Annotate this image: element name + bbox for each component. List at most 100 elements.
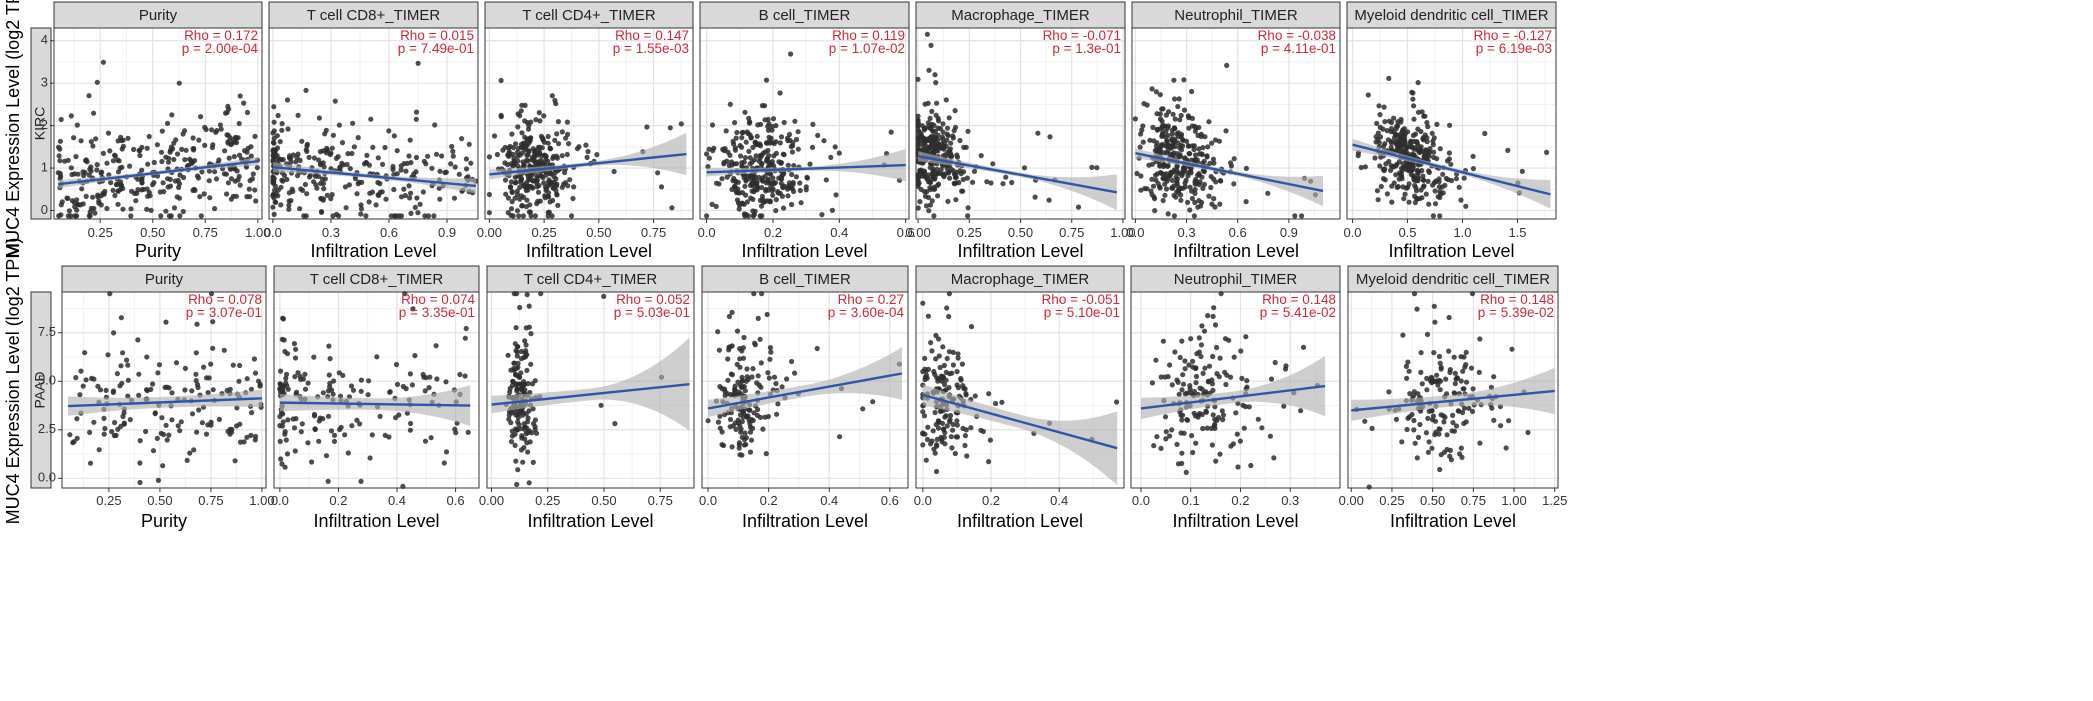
rho-value: Rho = 0.27 [838,292,904,307]
data-point [519,203,525,209]
data-point [1202,365,1208,371]
data-point [1191,143,1197,149]
data-point [228,176,235,182]
data-point [1399,439,1405,445]
data-point [317,415,323,421]
data-point [1171,213,1177,219]
data-point [346,182,352,188]
data-point [150,448,157,454]
data-point [939,420,946,426]
y-tick-label: 4 [41,32,48,47]
data-point [1401,196,1407,202]
data-point [524,152,530,158]
data-point [216,416,222,422]
data-point [957,137,963,144]
data-point [1411,389,1417,395]
data-point [335,154,341,160]
data-point [1415,434,1422,440]
p-value: p = 1.07e-02 [829,41,905,56]
panel-border [53,27,263,220]
data-point [932,371,938,377]
data-point [283,375,289,381]
data-point [542,153,548,159]
data-point [1233,410,1239,416]
data-point [1159,133,1165,139]
data-point [293,416,299,422]
data-point [1189,157,1195,163]
data-point [1214,371,1220,377]
data-point [1476,369,1482,375]
data-point [935,141,942,148]
data-point [369,432,375,438]
data-point [1149,380,1155,386]
data-point [159,158,165,165]
data-point [1421,183,1427,189]
data-point [744,199,751,205]
data-point [465,429,471,435]
data-point [934,436,940,442]
data-point [1437,189,1443,195]
data-point [1411,177,1417,183]
data-point [760,426,766,432]
y-tick-label: 0 [41,202,48,217]
data-point [159,128,165,134]
data-point [1154,126,1160,132]
data-point [1244,378,1250,384]
data-point [777,90,783,96]
data-point [954,434,961,440]
data-point [1144,186,1150,192]
data-point [1194,351,1200,357]
data-point [115,188,121,194]
data-point [762,149,768,155]
data-point [95,194,101,200]
data-point [920,300,926,306]
data-point [773,197,779,203]
data-point [101,431,107,437]
data-point [729,444,735,450]
data-point [115,201,121,207]
data-point [104,160,110,166]
data-point [527,136,533,143]
data-point [1134,170,1140,177]
data-point [422,438,429,444]
data-point [968,425,974,431]
data-point [410,306,416,312]
data-point [1140,123,1146,129]
data-point [924,31,931,37]
data-point [203,126,209,133]
data-point [167,149,173,155]
data-point [278,202,284,208]
data-point [139,176,145,182]
data-point [952,124,959,130]
data-point [235,135,241,141]
data-point [1208,173,1214,180]
data-point [377,413,383,419]
data-point [528,361,534,367]
data-point [194,382,201,388]
data-point [706,155,713,161]
data-point [280,178,286,184]
data-point [225,180,231,186]
data-point [187,450,193,456]
x-tick-label: 0.2 [329,493,347,508]
data-point [735,417,741,423]
rho-value: Rho = 0.172 [184,28,258,43]
data-point [515,158,521,164]
data-point [1153,89,1159,95]
data-point [407,195,413,201]
x-tick-label: 0.75 [641,225,666,240]
data-point [1255,416,1261,422]
data-point [284,371,290,377]
data-point [944,355,950,362]
data-point [1176,96,1182,102]
data-point [924,137,930,143]
data-point [928,186,934,192]
data-point [196,407,202,413]
data-point [425,153,431,159]
data-point [160,180,166,186]
data-point [809,144,816,150]
data-point [1446,150,1452,156]
data-point [198,114,204,120]
data-point [526,123,532,129]
data-point [766,375,772,381]
